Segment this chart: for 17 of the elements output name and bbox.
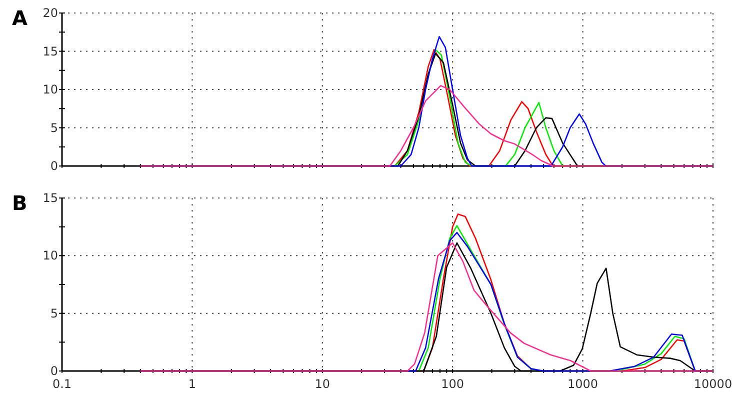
chart-title: B [12,191,28,215]
y-tick-label: 15 [42,44,58,58]
y-tick-label: 0 [50,364,58,378]
chart-title: A [12,6,28,30]
y-tick-label: 0 [50,159,58,173]
x-tick-label: 0.1 [52,377,72,391]
x-tick-label: 100 [441,377,464,391]
x-tick-label: 1000 [568,377,598,391]
x-tick-label: 10 [314,377,330,391]
y-tick-label: 5 [50,306,58,320]
y-tick-label: 20 [42,6,58,20]
y-tick-label: 10 [42,82,58,96]
x-tick-label: 1 [188,377,196,391]
y-tick-label: 5 [50,120,58,135]
y-tick-label: 15 [42,191,58,205]
y-tick-label: 10 [42,248,58,263]
x-tick-label: 10000 [694,377,732,391]
